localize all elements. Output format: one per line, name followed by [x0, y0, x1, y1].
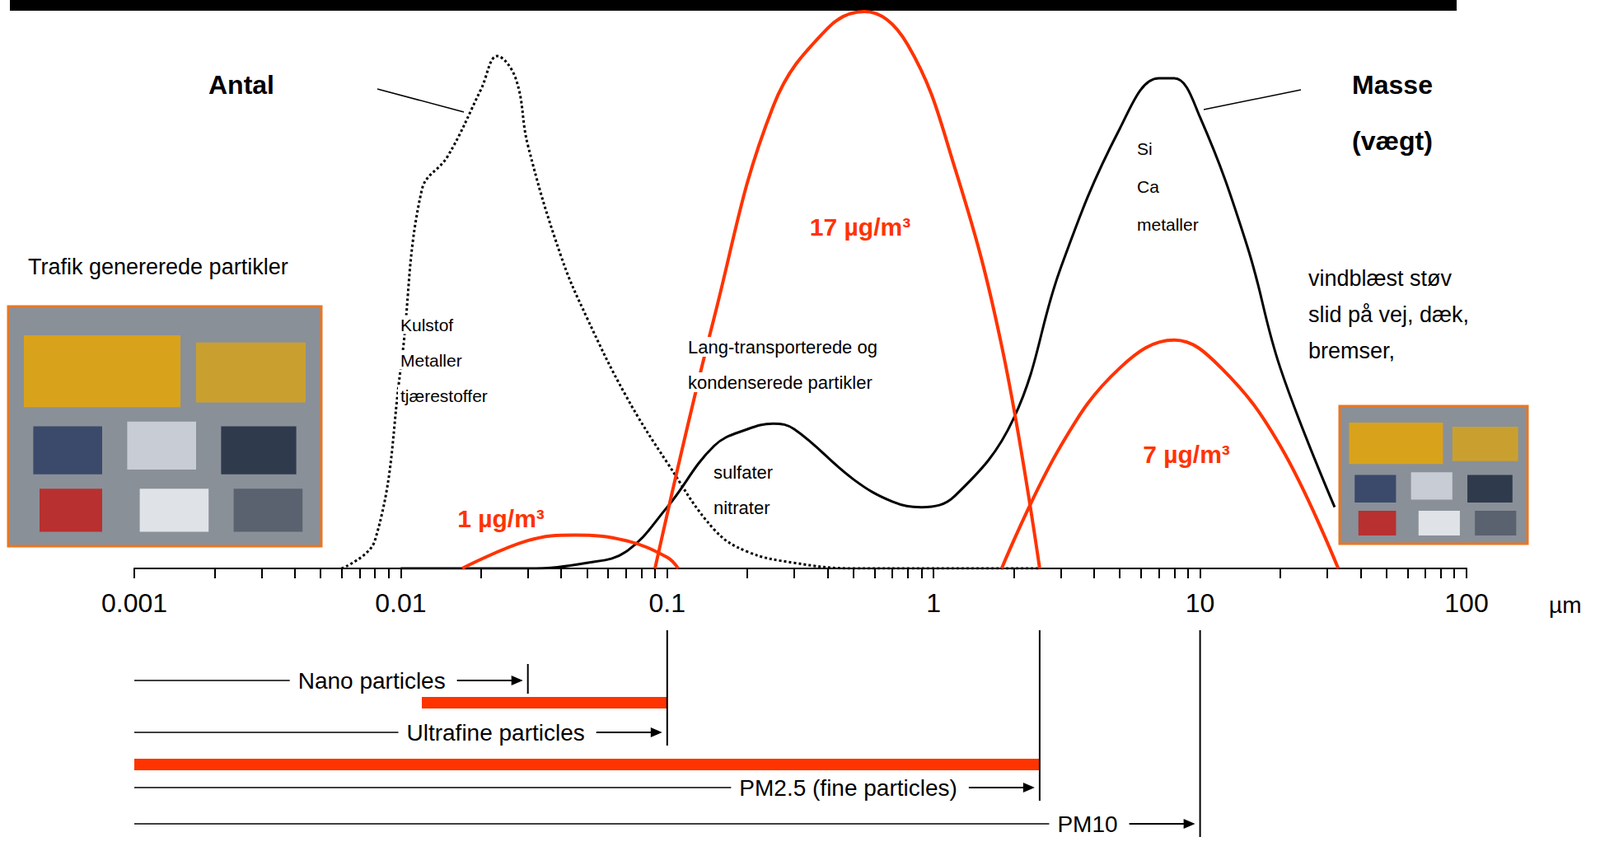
svg-text:Nano particles: Nano particles: [298, 668, 446, 694]
svg-text:Lang-transporterede og: Lang-transporterede og: [687, 336, 878, 358]
svg-text:1: 1: [926, 588, 941, 618]
svg-text:Ultrafine particles: Ultrafine particles: [406, 720, 585, 746]
svg-text:Si: Si: [1136, 139, 1153, 159]
svg-text:0.001: 0.001: [101, 588, 168, 618]
svg-text:nitrater: nitrater: [713, 497, 770, 519]
svg-text:10: 10: [1185, 588, 1216, 618]
svg-text:Masse: Masse: [1352, 70, 1433, 100]
svg-text:Metaller: Metaller: [400, 350, 463, 370]
svg-text:PM10: PM10: [1057, 811, 1118, 838]
svg-text:Trafik genererede partikler: Trafik genererede partikler: [28, 254, 289, 280]
svg-text:slid på vej, dæk,: slid på vej, dæk,: [1308, 302, 1470, 328]
svg-text:Kulstof: Kulstof: [400, 315, 454, 335]
svg-text:tjærestoffer: tjærestoffer: [400, 386, 488, 406]
svg-text:µm: µm: [1548, 592, 1582, 618]
svg-text:PM2.5 (fine particles): PM2.5 (fine particles): [739, 775, 958, 801]
svg-text:17 µg/m³: 17 µg/m³: [809, 213, 911, 241]
svg-text:kondenserede partikler: kondenserede partikler: [687, 372, 873, 393]
svg-text:0.01: 0.01: [374, 588, 426, 618]
svg-text:1 µg/m³: 1 µg/m³: [457, 505, 545, 533]
svg-text:sulfater: sulfater: [713, 462, 773, 483]
svg-text:Antal: Antal: [208, 70, 275, 100]
svg-text:(vægt): (vægt): [1352, 126, 1433, 156]
svg-text:0.1: 0.1: [649, 588, 686, 618]
svg-text:Ca: Ca: [1136, 177, 1160, 197]
svg-text:metaller: metaller: [1136, 215, 1199, 234]
svg-text:7 µg/m³: 7 µg/m³: [1142, 440, 1231, 468]
svg-text:bremser,: bremser,: [1308, 338, 1395, 364]
svg-text:100: 100: [1444, 588, 1488, 618]
svg-text:vindblæst støv: vindblæst støv: [1308, 266, 1453, 291]
